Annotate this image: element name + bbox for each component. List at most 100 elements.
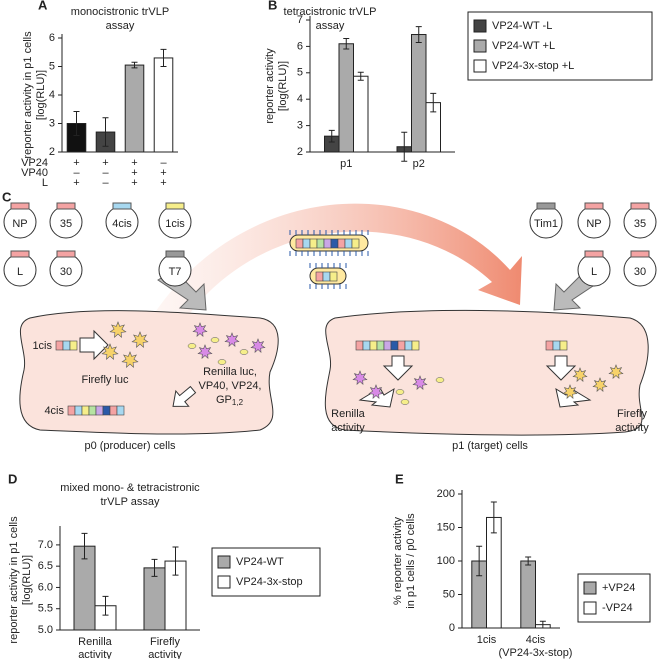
chart-title: assay	[106, 20, 135, 32]
luciferase	[352, 370, 368, 386]
chart-title: tetracistronic trVLP	[284, 6, 377, 18]
error-bar	[490, 501, 497, 534]
y-tick-label: 3	[297, 120, 303, 132]
genome-segment	[102, 405, 111, 416]
row-sign: +	[73, 157, 79, 169]
legend-swatch	[473, 39, 487, 53]
y-axis-label: [log(RLU)]	[277, 61, 289, 111]
genome-segment	[88, 405, 97, 416]
bar	[143, 567, 166, 631]
genome-segment	[315, 271, 324, 282]
error-bar	[160, 48, 167, 67]
plasmid-insert	[10, 202, 30, 210]
plasmid-label: Tim1	[534, 218, 558, 230]
bar	[520, 560, 536, 629]
y-axis-label: [log(RLU)]	[35, 70, 47, 120]
x-tick-label: 4cis	[526, 634, 546, 646]
genome-segment	[397, 340, 406, 351]
genome-segment	[362, 340, 371, 351]
label: Renilla luc,	[203, 366, 257, 378]
y-tick-label: 6	[297, 40, 303, 52]
panel-label: E	[395, 471, 404, 486]
luciferase	[562, 384, 578, 400]
plasmid-label: L	[17, 266, 23, 278]
y-axis-label: % reporter activity	[392, 516, 404, 605]
y-tick-label: 3	[49, 117, 55, 129]
transfer-arrow	[150, 203, 522, 320]
y-tick-label: 5	[297, 67, 303, 79]
x-tick-label: (VP24-3x-stop)	[499, 647, 573, 659]
error-bar	[343, 37, 350, 50]
genome-segment	[69, 340, 78, 351]
x-tick-label: activity	[78, 649, 112, 659]
protein	[395, 389, 405, 395]
genome-segment	[545, 340, 554, 351]
row-label: VP40	[21, 167, 48, 179]
plasmid-insert	[56, 250, 76, 258]
genome-segment	[337, 238, 346, 249]
luciferase	[368, 384, 384, 400]
error-bar	[73, 111, 80, 136]
legend-label: -VP24	[602, 602, 633, 614]
genome-segment	[55, 340, 64, 351]
row-sign: +	[131, 177, 137, 189]
error-bar	[172, 546, 179, 576]
genome-segment	[330, 238, 339, 249]
y-tick-label: 4	[49, 89, 55, 101]
luciferase	[109, 321, 127, 338]
genome-segment	[344, 238, 353, 249]
arrow	[382, 355, 414, 381]
label: Renilla	[331, 408, 366, 420]
error-bar	[102, 117, 109, 147]
genome-segment	[351, 238, 360, 249]
genome-segment	[355, 340, 364, 351]
genome-segment	[67, 405, 76, 416]
row-sign: –	[73, 167, 80, 179]
luciferase	[192, 322, 208, 338]
protein	[435, 377, 445, 383]
luciferase	[101, 343, 119, 360]
plasmid-insert	[165, 202, 185, 210]
genome-segment	[552, 340, 561, 351]
genome-segment	[404, 340, 413, 351]
y-tick-label: 5	[49, 60, 55, 72]
protein	[217, 359, 227, 365]
row-sign: +	[73, 177, 79, 189]
y-axis-label: in p1 cells / p0 cells	[405, 513, 417, 609]
row-label: VP24	[21, 157, 48, 169]
row-sign: +	[102, 157, 108, 169]
error-bar	[476, 545, 483, 577]
plasmid-label: T7	[169, 266, 182, 278]
genome-segment	[95, 405, 104, 416]
genome-segment	[116, 405, 125, 416]
y-axis-label: reporter activity	[264, 48, 276, 124]
luciferase	[592, 377, 608, 393]
error-bar	[401, 131, 408, 162]
bar	[153, 57, 174, 153]
error-bar	[357, 71, 364, 81]
panel-label: D	[8, 471, 17, 486]
plasmid-insert	[584, 250, 604, 258]
y-tick-label: 6.0	[38, 581, 53, 593]
y-tick-label: 150	[437, 521, 455, 533]
y-axis-label: reporter activity in p1 cells	[22, 31, 34, 159]
y-tick-label: 50	[443, 588, 455, 600]
row-sign: –	[160, 157, 167, 169]
genome-segment	[369, 340, 378, 351]
chart-title: monocistronic trVLP	[71, 6, 169, 18]
row-sign: +	[160, 177, 166, 189]
plasmid-insert	[10, 250, 30, 258]
bar	[411, 34, 427, 153]
bar	[124, 64, 145, 153]
legend-label: VP24-3x-stop +L	[492, 60, 574, 72]
y-tick-label: 100	[437, 555, 455, 567]
legend-swatch	[473, 59, 487, 73]
row-label: L	[42, 177, 48, 189]
luciferase	[197, 344, 213, 360]
genome-segment	[559, 340, 568, 351]
plasmid-label: 4cis	[112, 218, 132, 230]
label: 1cis	[32, 340, 52, 352]
genome-segment	[295, 238, 304, 249]
y-tick-label: 2	[49, 146, 55, 158]
